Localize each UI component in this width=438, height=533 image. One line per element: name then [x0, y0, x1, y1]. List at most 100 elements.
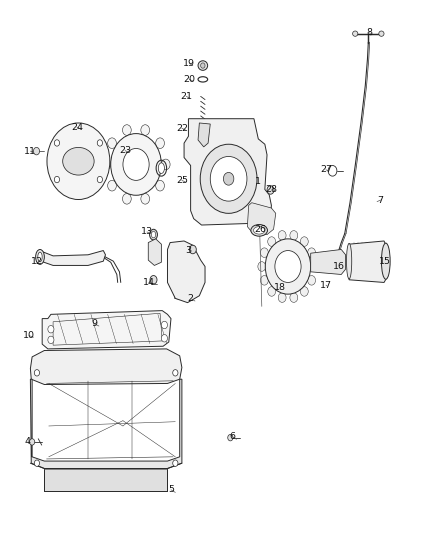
Polygon shape: [30, 349, 182, 384]
Ellipse shape: [251, 224, 268, 236]
Ellipse shape: [151, 231, 155, 238]
Circle shape: [108, 180, 117, 191]
Text: 22: 22: [176, 124, 188, 133]
Ellipse shape: [198, 61, 208, 70]
Circle shape: [141, 125, 150, 135]
Circle shape: [29, 439, 35, 445]
Ellipse shape: [150, 229, 157, 240]
Circle shape: [123, 149, 149, 180]
Circle shape: [189, 245, 196, 254]
Circle shape: [268, 237, 276, 246]
Circle shape: [265, 239, 311, 294]
Text: 18: 18: [274, 283, 286, 292]
Circle shape: [47, 123, 110, 199]
Polygon shape: [198, 123, 210, 147]
Ellipse shape: [35, 249, 44, 264]
Circle shape: [210, 157, 247, 201]
Circle shape: [155, 138, 164, 149]
Circle shape: [261, 276, 268, 285]
Text: 6: 6: [229, 432, 235, 441]
Circle shape: [290, 293, 298, 302]
Text: 13: 13: [141, 228, 153, 237]
Polygon shape: [30, 379, 182, 469]
Ellipse shape: [353, 31, 358, 36]
Text: 14: 14: [143, 278, 155, 287]
Text: 11: 11: [25, 147, 36, 156]
Circle shape: [48, 336, 54, 344]
Text: 24: 24: [71, 123, 83, 132]
Circle shape: [161, 321, 167, 329]
Circle shape: [278, 293, 286, 302]
Ellipse shape: [346, 244, 352, 279]
Text: 21: 21: [180, 92, 192, 101]
Ellipse shape: [254, 227, 265, 234]
Circle shape: [328, 165, 337, 176]
Text: 15: 15: [379, 257, 391, 265]
Circle shape: [34, 460, 39, 466]
Circle shape: [54, 176, 60, 183]
Circle shape: [34, 369, 39, 376]
Circle shape: [48, 326, 54, 333]
Ellipse shape: [38, 252, 42, 262]
Polygon shape: [184, 119, 272, 225]
Ellipse shape: [158, 163, 164, 173]
Polygon shape: [148, 239, 161, 265]
Text: 2: 2: [187, 294, 194, 303]
Circle shape: [267, 185, 274, 194]
Ellipse shape: [379, 31, 384, 36]
Text: 3: 3: [185, 246, 191, 255]
Circle shape: [155, 180, 164, 191]
Circle shape: [201, 63, 205, 68]
Circle shape: [275, 251, 301, 282]
Circle shape: [150, 276, 157, 284]
Circle shape: [307, 276, 315, 285]
Circle shape: [300, 237, 308, 246]
Circle shape: [123, 193, 131, 204]
Circle shape: [223, 172, 234, 185]
Text: 1: 1: [255, 177, 261, 186]
Circle shape: [108, 138, 117, 149]
Polygon shape: [42, 311, 171, 349]
Text: 27: 27: [320, 165, 332, 174]
Circle shape: [141, 193, 150, 204]
Text: 20: 20: [184, 75, 195, 84]
Circle shape: [300, 287, 308, 296]
Circle shape: [173, 369, 178, 376]
Polygon shape: [311, 249, 346, 274]
Circle shape: [161, 335, 167, 342]
Circle shape: [54, 140, 60, 146]
Text: 19: 19: [184, 59, 195, 68]
Text: 8: 8: [367, 28, 373, 37]
Circle shape: [111, 134, 161, 195]
Circle shape: [258, 262, 266, 271]
Polygon shape: [44, 469, 167, 491]
Circle shape: [278, 231, 286, 240]
Text: 23: 23: [119, 146, 131, 155]
Text: 9: 9: [92, 319, 98, 328]
Ellipse shape: [63, 148, 94, 175]
Text: 10: 10: [23, 331, 35, 340]
Polygon shape: [349, 241, 387, 282]
Text: 5: 5: [168, 485, 174, 494]
Polygon shape: [247, 203, 276, 235]
Circle shape: [123, 125, 131, 135]
Text: 12: 12: [31, 257, 42, 265]
Circle shape: [290, 231, 298, 240]
Circle shape: [200, 144, 257, 213]
Circle shape: [102, 159, 111, 169]
Text: 26: 26: [254, 225, 266, 234]
Circle shape: [173, 460, 178, 466]
Circle shape: [97, 176, 102, 183]
Circle shape: [268, 287, 276, 296]
Circle shape: [307, 248, 315, 257]
Text: 28: 28: [265, 185, 277, 194]
Circle shape: [261, 248, 268, 257]
Polygon shape: [40, 251, 106, 265]
Polygon shape: [167, 241, 205, 303]
Circle shape: [310, 262, 318, 271]
Circle shape: [97, 140, 102, 146]
Ellipse shape: [381, 243, 390, 279]
Text: 17: 17: [320, 280, 332, 289]
Text: 4: 4: [25, 438, 31, 447]
Circle shape: [228, 434, 233, 441]
